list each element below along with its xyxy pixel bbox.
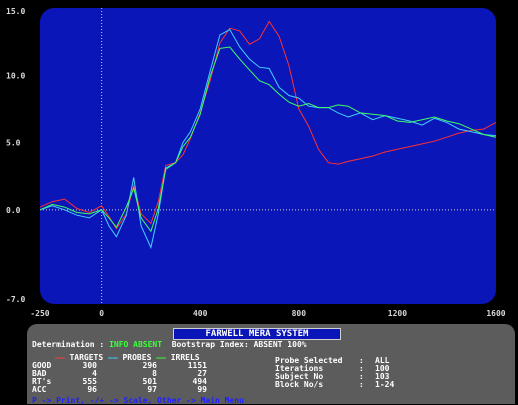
info-label: Iterations <box>275 364 324 373</box>
stats-probes-value: 97 <box>147 385 157 394</box>
legend-probes-line: —— <box>108 353 118 362</box>
stats-irrels-value: 494 <box>192 377 207 386</box>
info-value: 103 <box>375 372 390 381</box>
bootstrap-value: ABSENT 100% <box>253 340 307 349</box>
info-value: ALL <box>375 356 390 365</box>
x-tick-label: 0 <box>99 309 104 318</box>
stats-targets-value: 4 <box>92 369 97 378</box>
stats-irrels-value: 1151 <box>187 361 207 370</box>
stats-probes-value: 8 <box>152 369 157 378</box>
x-tick-label: 400 <box>193 309 208 318</box>
info-label: Block No/s <box>275 380 324 389</box>
system-title: FARWELL MERA SYSTEM <box>173 328 341 340</box>
legend-probes: PROBES <box>122 353 152 362</box>
stats-targets-value: 300 <box>82 361 97 370</box>
info-colon: : <box>359 372 364 381</box>
x-tick-label: -250 <box>30 309 49 318</box>
erp-chart: -250 0 400 800 1200 1600 15.0 10.0 5.0 0.0 -7.0 <box>6 7 506 318</box>
info-value: 100 <box>375 364 390 373</box>
info-value: 1-24 <box>375 380 395 389</box>
series-layer <box>39 20 497 250</box>
x-tick-label: 1600 <box>486 309 505 318</box>
tick-labels: -250 0 400 800 1200 1600 15.0 10.0 5.0 0.0 -7.0 <box>6 7 506 318</box>
info-label: Subject No <box>275 372 324 381</box>
y-tick-label: 10.0 <box>6 71 25 80</box>
stats-targets-value: 96 <box>87 385 97 394</box>
determination-value: INFO ABSENT <box>109 340 163 349</box>
stats-row-label: RT's <box>32 377 52 386</box>
legend-irrels-line: —— <box>156 353 166 362</box>
legend-targets: TARGETS <box>69 353 104 362</box>
stats-row-label: BAD <box>32 369 47 378</box>
stats-row-label: GOOD <box>32 361 52 370</box>
info-colon: : <box>359 356 364 365</box>
determination-line: Determination : INFO ABSENT Bootstrap In… <box>32 340 307 349</box>
determination-label: Determination : <box>32 340 105 349</box>
stats-probes-value: 296 <box>142 361 157 370</box>
series-probes-line <box>39 28 497 250</box>
y-tick-label: 15.0 <box>6 7 25 16</box>
bootstrap-label: Bootstrap Index: <box>171 340 249 349</box>
stats-row-label: ACC <box>32 385 47 394</box>
series-targets-line <box>39 20 497 230</box>
stats-probes-value: 501 <box>142 377 157 386</box>
y-tick-label: 5.0 <box>6 139 21 148</box>
footer-hint: P -> Print, -/+ -> Scale, Other -> Main … <box>32 396 244 405</box>
legend-targets-line: —— <box>55 353 65 362</box>
y-tick-label: -7.0 <box>6 295 25 304</box>
x-tick-label: 1200 <box>388 309 407 318</box>
legend-irrels: IRRELS <box>170 353 200 362</box>
stats-irrels-value: 99 <box>197 385 207 394</box>
stats-irrels-value: 27 <box>197 369 207 378</box>
legend: —— TARGETS —— PROBES —— IRRELS <box>55 353 200 362</box>
info-colon: : <box>359 380 364 389</box>
series-irrels-line <box>39 46 497 233</box>
y-tick-label: 0.0 <box>6 206 21 215</box>
info-colon: : <box>359 364 364 373</box>
x-tick-label: 800 <box>292 309 307 318</box>
info-label: Probe Selected <box>275 356 343 365</box>
plot-area <box>40 8 496 304</box>
info-panel: FARWELL MERA SYSTEM Determination : INFO… <box>27 324 515 405</box>
stats-targets-value: 555 <box>82 377 97 386</box>
